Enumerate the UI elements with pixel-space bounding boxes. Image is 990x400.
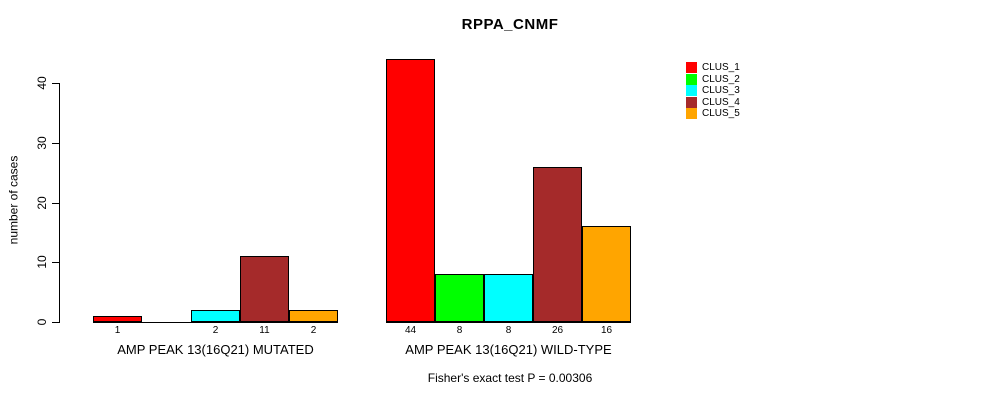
bar-clus_3-group2 [484,274,533,322]
legend-item: CLUS_3 [686,85,740,97]
y-axis-label: number of cases [6,155,20,245]
bar-count-label: 2 [212,325,219,336]
legend-item-label: CLUS_5 [702,108,740,120]
legend-item: CLUS_4 [686,96,740,109]
y-tick-label: 0 [35,318,49,326]
legend-item: CLUS_5 [686,108,740,120]
legend-item-label: CLUS_3 [702,85,740,97]
y-tick-mark [52,203,59,204]
bar-clus_2-group2 [435,274,484,322]
bar-clus_1-group2 [386,59,435,322]
legend-swatch-clus_3 [686,85,697,97]
bar-clus_4-group1 [240,256,289,322]
legend-swatch-clus_4 [686,96,697,108]
legend-item: CLUS_1 [686,62,740,74]
legend-item-label: CLUS_4 [702,96,740,108]
bar-clus_3-group1 [191,310,240,322]
bar-count-label: 8 [505,325,512,336]
y-tick-label: 30 [35,136,49,150]
bar-clus_5-group1 [289,310,338,322]
bar-count-label: 2 [310,325,317,336]
legend-item: CLUS_2 [686,73,740,86]
y-tick-mark [52,83,59,84]
group-label: AMP PEAK 13(16Q21) MUTATED [117,342,314,357]
bar-count-label: 44 [404,325,417,336]
bar-clus_5-group2 [582,226,631,322]
legend-swatch-clus_1 [686,62,697,74]
legend: CLUS_1 CLUS_2 CLUS_3 CLUS_4 CLUS_5 [686,62,740,120]
bar-count-label: 1 [114,325,121,336]
y-axis-label-wrap: number of cases [0,0,26,400]
y-tick-mark [52,322,59,323]
y-axis-line [59,83,60,323]
group-baseline [386,322,631,323]
y-tick-mark [52,262,59,263]
bar-count-label: 11 [259,325,270,336]
footnote: Fisher's exact test P = 0.00306 [427,371,593,385]
legend-item-label: CLUS_1 [702,62,740,74]
y-tick-mark [52,143,59,144]
bar-count-label: 8 [456,325,463,336]
bar-clus_4-group2 [533,167,582,322]
bar-count-label: 26 [551,325,564,336]
y-tick-label: 20 [35,196,49,210]
legend-swatch-clus_2 [686,73,697,85]
bar-count-label: 16 [600,325,613,336]
group-baseline [93,322,338,323]
y-tick-label: 40 [35,76,49,90]
bar-clus_1-group1 [93,316,142,322]
group-label: AMP PEAK 13(16Q21) WILD-TYPE [405,342,612,357]
y-tick-label: 10 [35,255,49,269]
legend-item-label: CLUS_2 [702,73,740,85]
legend-swatch-clus_5 [686,108,697,120]
chart-title: RPPA_CNMF [461,16,559,33]
